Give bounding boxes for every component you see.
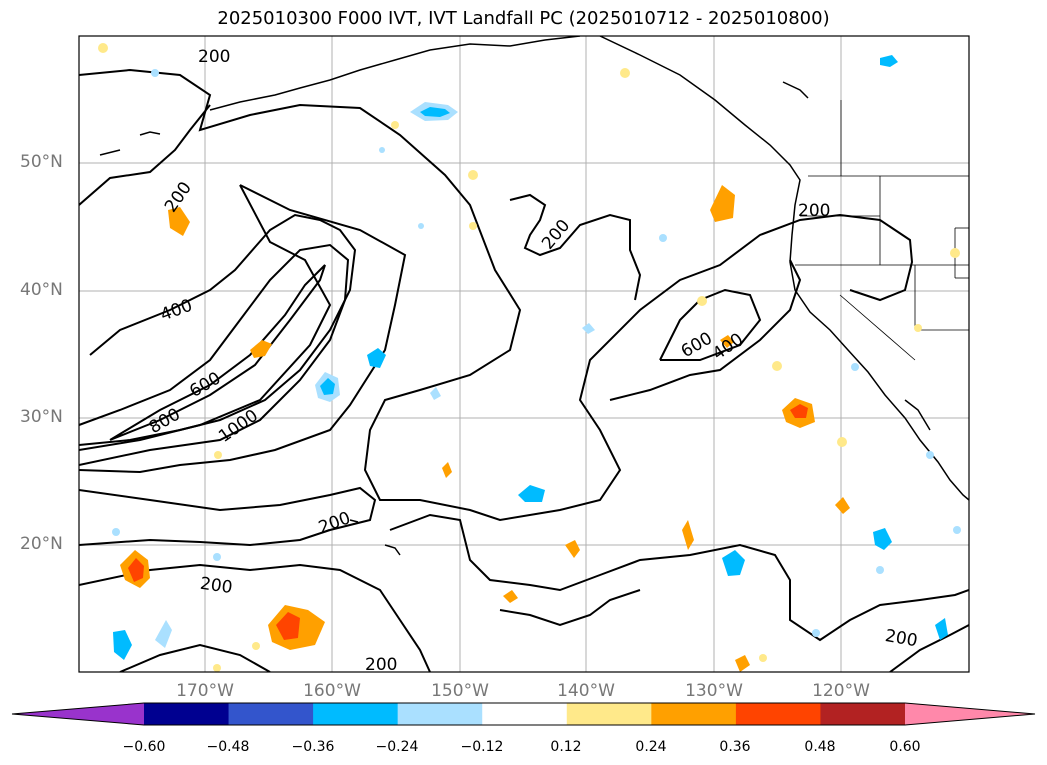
colorbar-tick-label: 0.24 <box>635 739 667 755</box>
colorbar-cell <box>820 703 906 725</box>
lat-label: 50°N <box>20 152 63 172</box>
lat-label: 40°N <box>20 280 63 300</box>
ivt-contours <box>79 68 969 672</box>
contour-labels: 200 200 200 400 600 800 1000 200 600 400… <box>146 47 919 675</box>
lon-label: 150°W <box>431 681 489 701</box>
colorbar-tick-label: −0.36 <box>291 739 335 755</box>
contour-label: 200 <box>199 574 234 598</box>
colorbar-tick-label: −0.24 <box>375 739 419 755</box>
lon-label: 140°W <box>557 681 615 701</box>
contour-label: 400 <box>158 296 195 326</box>
colorbar-cell <box>397 703 483 725</box>
colorbar-tick-label: 0.12 <box>550 739 582 755</box>
colorbar-tick-label: 0.36 <box>719 739 751 755</box>
contour-label: 200 <box>798 201 830 221</box>
contour-label: 200 <box>198 47 230 67</box>
colorbar-tick-label: −0.60 <box>122 739 166 755</box>
contour-label: 400 <box>709 329 747 364</box>
colorbar-cell <box>144 703 230 725</box>
lon-label: 160°W <box>303 681 361 701</box>
lon-label: 170°W <box>176 681 234 701</box>
colorbar-cell <box>566 703 652 725</box>
colorbar-tick-label: −0.12 <box>460 739 504 755</box>
contour-label: 200 <box>538 216 574 254</box>
lat-label: 20°N <box>20 534 63 554</box>
coastlines <box>99 36 969 556</box>
contour-label: 200 <box>884 626 919 651</box>
colorbar-tick-label: 0.48 <box>804 739 836 755</box>
contour-label: 200 <box>316 508 353 538</box>
political-borders <box>795 100 969 361</box>
lat-label: 30°N <box>20 407 63 427</box>
contour-label: 200 <box>365 655 397 675</box>
colorbar-arrow-left <box>12 703 144 725</box>
colorbar-cell <box>228 703 314 725</box>
colorbar-arrow-right <box>905 703 1035 725</box>
colorbar-cell <box>735 703 821 725</box>
lon-label: 130°W <box>685 681 743 701</box>
map-frame <box>78 35 970 673</box>
colorbar-cell <box>313 703 399 725</box>
colorbar-tick-label: −0.48 <box>206 739 250 755</box>
lon-label: 120°W <box>812 681 870 701</box>
contour-label: 200 <box>161 178 196 216</box>
landfall-probability-patches <box>98 43 961 672</box>
colorbar-cell <box>482 703 568 725</box>
colorbar <box>11 702 1036 726</box>
map-title: 2025010300 F000 IVT, IVT Landfall PC (20… <box>217 8 830 29</box>
colorbar-tick-label: 0.60 <box>889 739 921 755</box>
colorbar-cell <box>651 703 737 725</box>
